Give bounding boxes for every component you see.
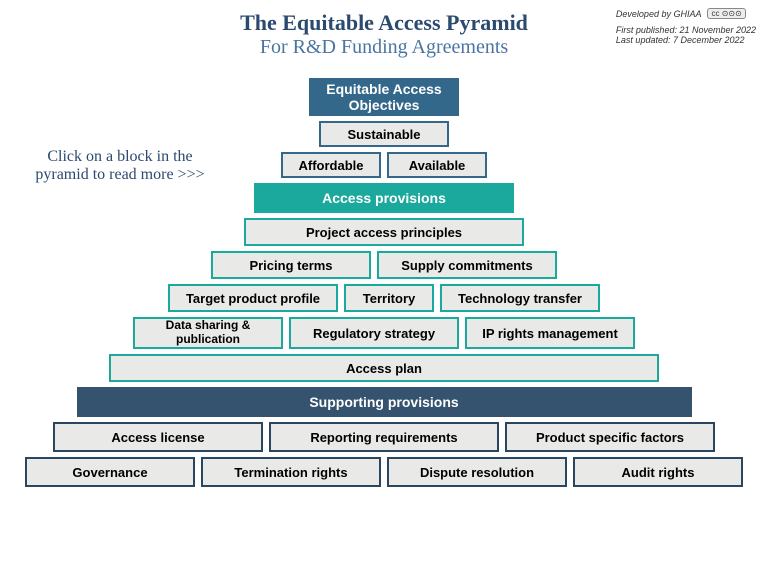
pyramid-row: Data sharing & publicationRegulatory str…: [133, 317, 635, 349]
pyramid-block[interactable]: Reporting requirements: [269, 422, 499, 452]
section-header-mid: Access provisions: [254, 183, 514, 213]
pyramid-block[interactable]: Audit rights: [573, 457, 743, 487]
pyramid-row: Project access principles: [244, 218, 524, 246]
pyramid-block[interactable]: Product specific factors: [505, 422, 715, 452]
pyramid-row: Access plan: [109, 354, 659, 382]
pyramid-row: Sustainable: [319, 121, 449, 147]
pyramid-block[interactable]: Supply commitments: [377, 251, 557, 279]
pyramid-row: Access licenseReporting requirementsProd…: [53, 422, 715, 452]
pyramid-block[interactable]: Target product profile: [168, 284, 338, 312]
pyramid-row: GovernanceTermination rightsDispute reso…: [25, 457, 743, 487]
pyramid-block[interactable]: Available: [387, 152, 487, 178]
pyramid-block[interactable]: Governance: [25, 457, 195, 487]
pyramid-block[interactable]: Dispute resolution: [387, 457, 567, 487]
pyramid-block[interactable]: Regulatory strategy: [289, 317, 459, 349]
section-header-bot: Supporting provisions: [77, 387, 692, 417]
pyramid-block[interactable]: Pricing terms: [211, 251, 371, 279]
pyramid-block[interactable]: IP rights management: [465, 317, 635, 349]
pyramid-block[interactable]: Technology transfer: [440, 284, 600, 312]
pyramid-block[interactable]: Project access principles: [244, 218, 524, 246]
pyramid-block[interactable]: Data sharing & publication: [133, 317, 283, 349]
pyramid-block[interactable]: Territory: [344, 284, 434, 312]
pyramid-row: Target product profileTerritoryTechnolog…: [168, 284, 600, 312]
last-updated: Last updated: 7 December 2022: [616, 35, 756, 45]
pyramid-block[interactable]: Sustainable: [319, 121, 449, 147]
section-header-top: Equitable Access Objectives: [309, 78, 459, 116]
pyramid-block[interactable]: Access license: [53, 422, 263, 452]
pyramid-block[interactable]: Termination rights: [201, 457, 381, 487]
pyramid-row: Pricing termsSupply commitments: [211, 251, 557, 279]
meta-block: Developed by GHIAA cc ⊙⊙⊙ First publishe…: [616, 8, 756, 45]
pyramid-row: AffordableAvailable: [281, 152, 487, 178]
pyramid-block[interactable]: Affordable: [281, 152, 381, 178]
pyramid-container: Equitable Access Objectives Sustainable Af…: [0, 78, 768, 487]
first-published: First published: 21 November 2022: [616, 25, 756, 35]
cc-license-icon: cc ⊙⊙⊙: [707, 8, 745, 19]
pyramid-block[interactable]: Access plan: [109, 354, 659, 382]
developed-by: Developed by GHIAA: [616, 9, 702, 19]
